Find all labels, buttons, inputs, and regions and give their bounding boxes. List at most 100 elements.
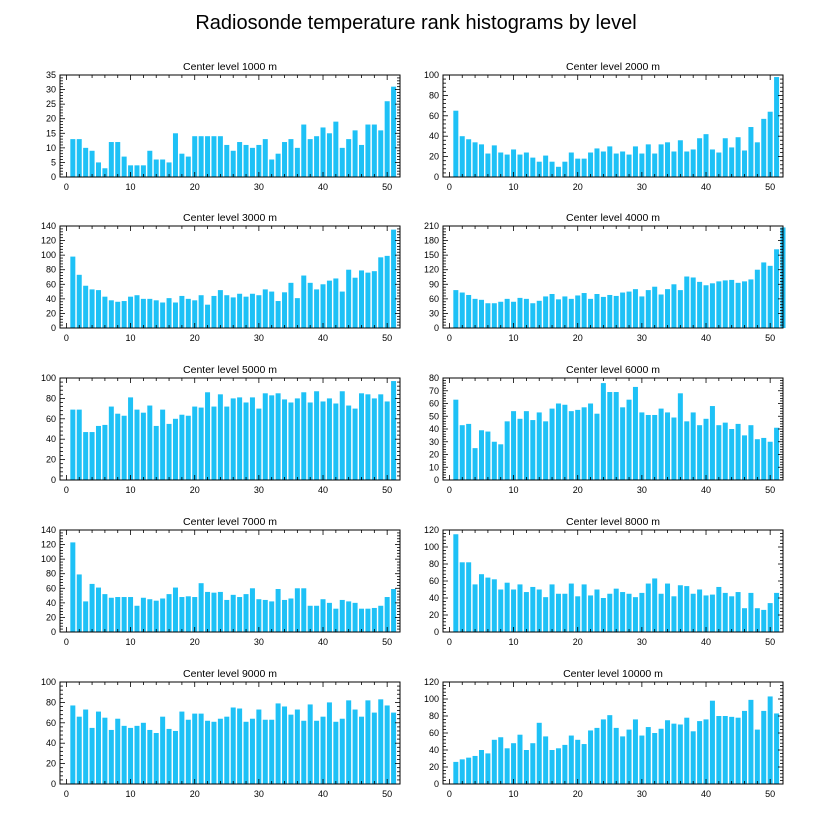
- bar: [498, 444, 504, 480]
- bar: [478, 574, 484, 632]
- bar: [147, 729, 153, 784]
- chart-panel-4: Center level 4000 m 0 10 20 30 40 50 0 30 60 90 120…: [424, 212, 786, 343]
- bar: [709, 149, 715, 177]
- bar: [555, 166, 561, 177]
- bar: [478, 144, 484, 177]
- bar: [652, 578, 658, 632]
- bar: [115, 413, 121, 480]
- panel-title: Center level 10000 m: [563, 668, 663, 680]
- bar: [754, 269, 760, 328]
- bar: [192, 406, 198, 480]
- y-tick-label: 150: [424, 250, 439, 260]
- bar: [620, 592, 626, 632]
- x-tick-label: 30: [254, 182, 264, 192]
- bar: [339, 147, 345, 177]
- bar: [613, 392, 619, 480]
- bar: [371, 124, 377, 177]
- y-tick-label: 40: [429, 745, 439, 755]
- y-tick-label: 40: [46, 598, 56, 608]
- bar: [729, 429, 735, 480]
- bar: [767, 696, 773, 784]
- bar: [536, 161, 542, 177]
- bar: [160, 159, 166, 177]
- bar: [581, 293, 587, 328]
- bar: [555, 403, 561, 480]
- bar: [748, 425, 754, 480]
- bar: [485, 153, 491, 177]
- y-tick-label: 40: [46, 738, 56, 748]
- bar: [339, 718, 345, 784]
- bar: [185, 156, 191, 177]
- bar: [333, 608, 339, 632]
- bar: [472, 584, 478, 632]
- bar: [722, 592, 728, 632]
- bar: [282, 399, 288, 480]
- bar: [166, 728, 172, 784]
- bar: [459, 292, 465, 328]
- plot-frame: [442, 74, 784, 178]
- y-tick-label: 100: [41, 373, 56, 383]
- bar: [70, 705, 76, 784]
- bar: [588, 730, 594, 784]
- bar: [665, 583, 671, 632]
- bar: [147, 599, 153, 632]
- x-tick-label: 10: [126, 182, 136, 192]
- bar: [658, 294, 664, 328]
- bar: [517, 584, 523, 632]
- bar: [294, 147, 300, 177]
- x-tick-label: 0: [64, 182, 69, 192]
- bar: [600, 383, 606, 480]
- bar: [690, 593, 696, 632]
- y-tick-label: 0: [434, 172, 439, 182]
- bar: [352, 709, 358, 784]
- bar: [269, 291, 275, 328]
- bar: [530, 157, 536, 177]
- bar: [697, 589, 703, 632]
- bar: [160, 302, 166, 328]
- bar: [742, 710, 748, 784]
- y-tick-label: 60: [429, 399, 439, 409]
- chart-panel-3: Center level 3000 m 0 10 20 30 40 50 0 20 40 60 80 1…: [41, 212, 401, 343]
- y-tick-label: 20: [46, 114, 56, 124]
- y-tick-label: 120: [424, 265, 439, 275]
- bar: [359, 716, 365, 784]
- bar: [301, 124, 307, 177]
- bar: [671, 417, 677, 480]
- bar: [121, 415, 127, 480]
- bar: [153, 425, 159, 480]
- bar: [735, 717, 741, 784]
- bar: [472, 298, 478, 328]
- x-tick-label: 40: [701, 485, 711, 495]
- x-tick-label: 0: [447, 485, 452, 495]
- bar: [288, 714, 294, 784]
- bar: [346, 601, 352, 632]
- bar: [288, 598, 294, 632]
- bar: [237, 397, 243, 480]
- bar: [365, 124, 371, 177]
- bar: [478, 299, 484, 328]
- bar: [365, 272, 371, 328]
- bar: [333, 721, 339, 784]
- bar: [575, 596, 581, 632]
- bar: [600, 151, 606, 177]
- bar: [89, 583, 95, 632]
- x-tick-label: 0: [447, 333, 452, 343]
- bar: [543, 155, 549, 177]
- bar: [185, 719, 191, 784]
- bar: [301, 588, 307, 632]
- bar: [346, 700, 352, 784]
- bar: [568, 583, 574, 632]
- x-tick-label: 20: [190, 637, 200, 647]
- x-tick-label: 0: [64, 637, 69, 647]
- bar: [588, 152, 594, 177]
- bar: [314, 391, 320, 480]
- bar: [607, 593, 613, 632]
- bar: [307, 402, 313, 480]
- bar: [677, 585, 683, 632]
- bar: [288, 402, 294, 480]
- bar: [275, 393, 281, 480]
- bar: [709, 700, 715, 784]
- bar: [172, 302, 178, 328]
- bar: [294, 298, 300, 328]
- bar: [76, 716, 82, 784]
